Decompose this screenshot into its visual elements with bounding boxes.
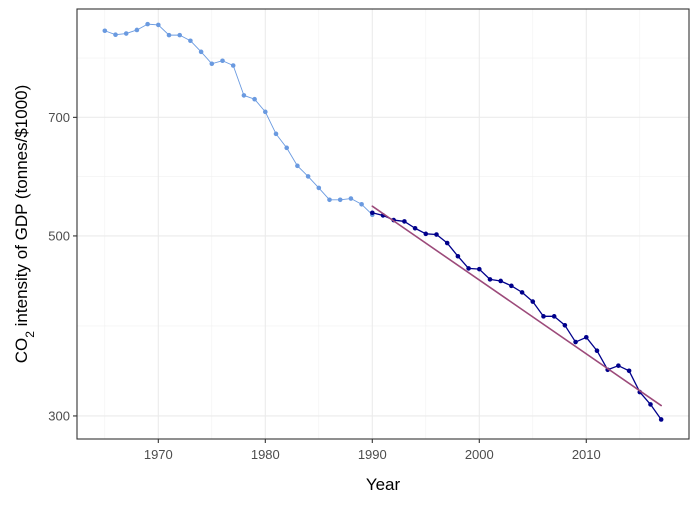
data-point-historical [273, 131, 279, 137]
y-tick-label: 500 [48, 228, 70, 243]
data-point-historical [145, 21, 150, 27]
x-tick-label: 2010 [572, 447, 601, 462]
y-axis: 300 500 700 [48, 110, 77, 423]
y-axis-title-suffix: intensity of GDP (tonnes/$1000) [12, 85, 31, 331]
data-point-recent [370, 210, 375, 216]
data-point-historical [166, 32, 172, 38]
data-point-historical [241, 93, 247, 98]
x-tick-label: 1980 [251, 447, 280, 462]
data-point-recent [626, 368, 632, 374]
data-point-recent [573, 339, 578, 345]
data-point-recent [423, 231, 429, 237]
data-point-historical [348, 196, 354, 201]
data-point-historical [316, 185, 322, 191]
data-point-historical [177, 32, 183, 38]
grid-major [77, 9, 689, 439]
data-point-recent [476, 266, 482, 272]
data-point-historical [337, 197, 343, 203]
data-point-historical [209, 61, 215, 67]
data-point-historical [263, 109, 268, 115]
data-point-historical [156, 22, 161, 28]
data-point-recent [402, 219, 407, 224]
y-axis-title-subscript: 2 [23, 331, 37, 338]
data-point-recent [509, 283, 514, 289]
data-point-recent [658, 417, 664, 422]
plot-panel-border [76, 8, 690, 440]
data-point-recent [455, 253, 461, 259]
x-tick-label: 1970 [144, 447, 173, 462]
data-point-recent [562, 322, 568, 328]
y-axis-title: CO2 intensity of GDP (tonnes/$1000) [12, 85, 37, 364]
y-axis-title-prefix: CO [12, 338, 31, 364]
data-point-recent [412, 225, 418, 231]
data-point-recent [594, 348, 600, 354]
y-tick-label: 700 [48, 110, 70, 125]
data-point-historical [113, 32, 118, 38]
data-point-recent [616, 363, 621, 368]
data-point-historical [305, 174, 311, 179]
data-point-historical [284, 145, 290, 151]
data-point-historical [198, 49, 204, 55]
data-point-historical [252, 96, 257, 102]
data-point-historical [327, 197, 332, 203]
data-point-recent [551, 314, 557, 319]
data-point-recent [648, 402, 653, 407]
data-point-recent [466, 266, 471, 271]
x-tick-label: 1990 [358, 447, 387, 462]
series-line-recent [371, 212, 662, 421]
x-axis: 1970 1980 1990 2000 2010 [144, 439, 601, 462]
data-point-recent [498, 278, 503, 284]
data-point-historical [102, 28, 108, 34]
data-point-recent [487, 277, 493, 282]
series-line-trend [371, 205, 662, 407]
x-axis-title: Year [366, 475, 401, 494]
data-point-recent [541, 314, 546, 319]
data-point-historical [123, 31, 129, 36]
data-point-historical [359, 201, 364, 207]
grid-minor [77, 9, 689, 439]
data-point-recent [519, 290, 525, 295]
data-point-recent [530, 299, 536, 304]
data-point-historical [230, 63, 236, 68]
series-layer [102, 21, 664, 422]
data-point-historical [295, 163, 300, 169]
data-point-recent [583, 335, 589, 340]
data-point-historical [134, 27, 140, 33]
y-tick-label: 300 [48, 408, 70, 423]
data-point-recent [434, 232, 439, 237]
data-point-historical [188, 38, 193, 44]
x-tick-label: 2000 [465, 447, 494, 462]
plot-panel-background [77, 9, 689, 439]
data-point-historical [220, 58, 225, 64]
data-point-recent [444, 240, 450, 246]
